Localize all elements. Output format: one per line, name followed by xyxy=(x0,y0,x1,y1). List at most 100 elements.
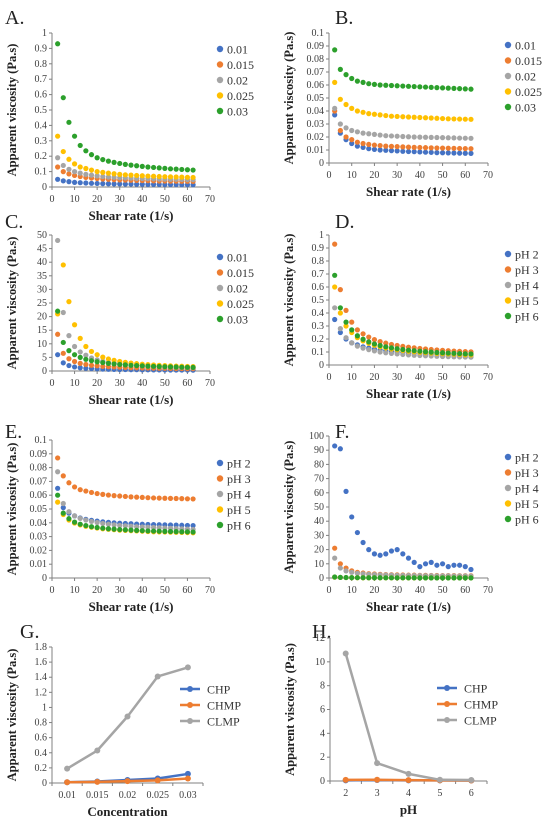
legend-marker xyxy=(504,484,512,492)
data-point xyxy=(111,493,117,499)
x-tick-label: 50 xyxy=(160,378,170,389)
data-point xyxy=(417,149,423,155)
panel-label: B. xyxy=(335,7,353,29)
x-tick-label: 60 xyxy=(182,194,192,205)
data-point xyxy=(360,336,366,342)
data-point xyxy=(100,181,106,187)
data-point xyxy=(83,352,89,358)
data-point xyxy=(105,181,112,187)
series xyxy=(64,664,191,772)
data-point xyxy=(83,356,89,362)
data-point xyxy=(349,569,355,575)
data-point xyxy=(400,575,406,581)
data-point xyxy=(55,155,61,161)
x-tick-label: 0 xyxy=(327,372,332,383)
data-point xyxy=(66,362,72,369)
y-tick-label: 0.05 xyxy=(307,93,325,104)
data-point xyxy=(77,349,83,355)
data-point xyxy=(360,144,366,150)
data-point xyxy=(354,78,360,84)
data-point xyxy=(122,527,128,533)
series xyxy=(332,105,474,141)
data-point xyxy=(55,176,61,182)
data-point xyxy=(354,129,360,135)
y-axis-title: Apparent viscosity (Pa.s) xyxy=(5,443,19,576)
data-point xyxy=(83,522,89,529)
data-point xyxy=(77,521,83,527)
x-tick-label: 0.01 xyxy=(58,790,76,801)
data-point xyxy=(462,564,468,570)
legend-label: pH 2 xyxy=(227,457,251,471)
data-point xyxy=(71,343,78,350)
data-point xyxy=(83,171,89,177)
data-point xyxy=(439,150,446,156)
data-point xyxy=(468,777,475,784)
data-point xyxy=(60,148,66,155)
data-point xyxy=(94,155,100,161)
legend-marker xyxy=(187,718,193,724)
data-point xyxy=(117,181,123,187)
data-point xyxy=(434,575,440,581)
data-point xyxy=(451,350,457,356)
x-tick-label: 10 xyxy=(70,378,80,389)
panel-label: E. xyxy=(5,421,22,443)
y-tick-label: 20 xyxy=(314,545,324,556)
data-point xyxy=(139,173,145,179)
data-point xyxy=(134,524,140,530)
y-tick-label: 0.2 xyxy=(35,763,48,774)
x-tick-label: 20 xyxy=(369,372,379,383)
data-point xyxy=(105,174,112,180)
series-line xyxy=(344,653,472,782)
data-point xyxy=(55,499,61,505)
data-point xyxy=(468,116,474,122)
data-point xyxy=(337,287,343,293)
y-tick-label: 0.06 xyxy=(30,490,48,501)
legend-marker xyxy=(216,490,224,498)
data-point xyxy=(122,493,128,500)
legend-label: CHP xyxy=(464,682,488,696)
data-point xyxy=(451,85,457,91)
data-point xyxy=(55,133,61,139)
data-point xyxy=(366,146,372,152)
y-tick-label: 90 xyxy=(314,445,324,456)
legend-marker xyxy=(504,57,512,64)
data-point xyxy=(366,547,372,553)
y-tick-label: 0 xyxy=(320,776,325,787)
data-point xyxy=(457,575,463,581)
data-point xyxy=(83,361,89,368)
data-point xyxy=(383,133,389,139)
legend-marker xyxy=(504,297,512,304)
data-point xyxy=(366,575,372,581)
y-tick-label: 4 xyxy=(320,728,325,739)
data-point xyxy=(417,348,423,354)
data-point xyxy=(55,331,61,337)
data-point xyxy=(337,121,343,127)
data-point xyxy=(139,494,145,501)
data-point xyxy=(343,101,349,108)
data-point xyxy=(371,348,378,354)
data-point xyxy=(360,539,366,546)
data-point xyxy=(451,575,457,581)
data-point xyxy=(134,172,140,179)
data-point xyxy=(371,142,378,148)
y-tick-label: 0.9 xyxy=(35,43,48,54)
data-point xyxy=(128,162,134,168)
legend-label: pH 2 xyxy=(515,248,539,262)
data-point xyxy=(100,491,106,497)
x-tick-label: 0.02 xyxy=(119,790,137,801)
x-tick-label: 10 xyxy=(347,372,357,383)
y-tick-label: 0.6 xyxy=(35,733,48,744)
data-point xyxy=(184,775,191,782)
data-point xyxy=(100,354,106,360)
x-tick-label: 30 xyxy=(115,194,125,205)
data-point xyxy=(360,571,366,577)
x-tick-label: 60 xyxy=(460,585,470,596)
series xyxy=(64,775,191,786)
data-point xyxy=(445,85,451,91)
data-point xyxy=(105,521,112,527)
data-point xyxy=(77,164,83,170)
data-point xyxy=(434,349,440,356)
data-point xyxy=(167,528,174,535)
data-point xyxy=(349,575,355,581)
legend-label: 0.03 xyxy=(227,105,248,119)
